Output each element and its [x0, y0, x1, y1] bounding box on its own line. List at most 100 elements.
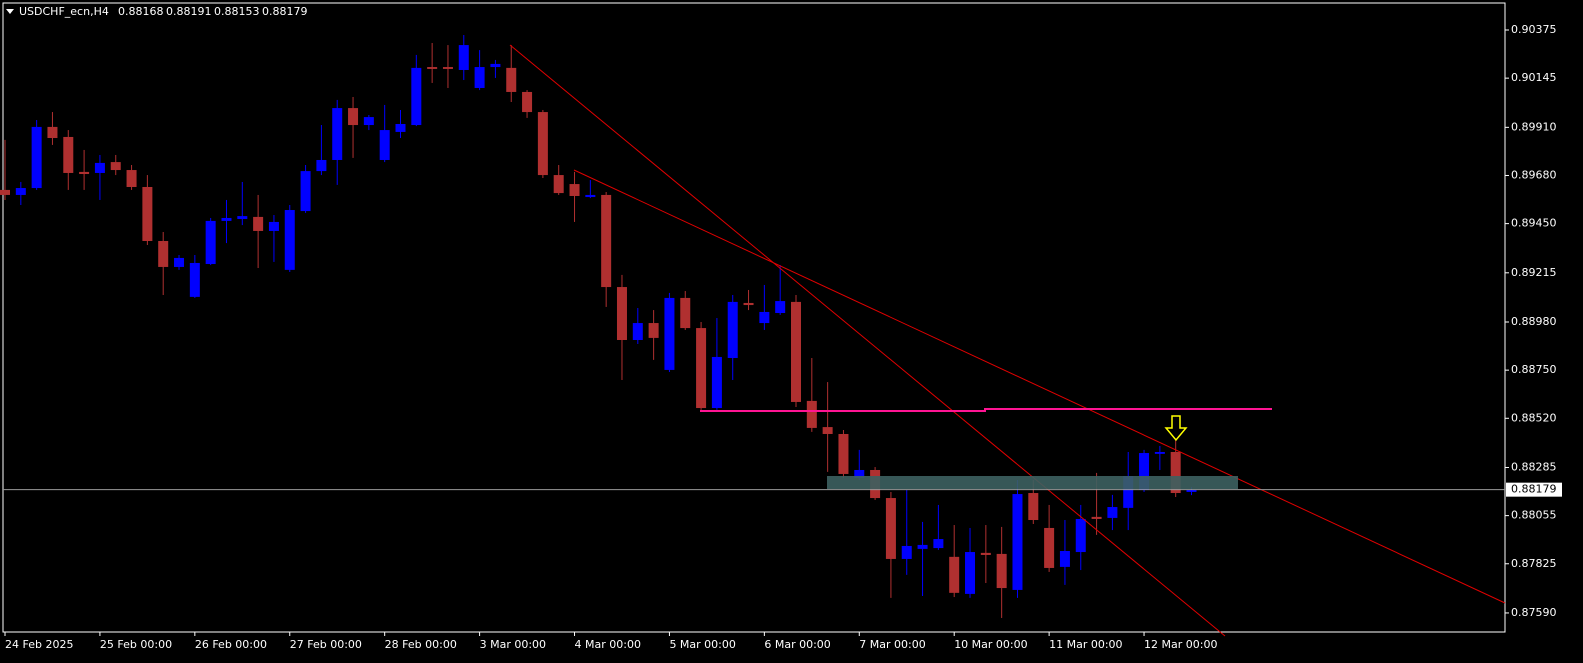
header-close: 0.88179 [262, 5, 308, 18]
candle-body [1170, 451, 1181, 494]
candle-body [316, 159, 327, 172]
y-tick-label: 0.90145 [1511, 71, 1557, 84]
candle-body [237, 216, 248, 220]
candle-body [63, 136, 74, 173]
candle-body [110, 162, 121, 171]
candle-body [47, 126, 58, 139]
candle-body [759, 311, 770, 324]
candle-body [1123, 476, 1134, 508]
menu-arrow[interactable] [6, 9, 14, 14]
candle-body [949, 556, 960, 593]
candle-body [1012, 494, 1023, 590]
candle-body [901, 545, 912, 559]
y-tick-label: 0.90375 [1511, 23, 1557, 36]
candle-body [1154, 451, 1165, 454]
x-tick-label: 26 Feb 00:00 [195, 638, 267, 651]
candle-body [680, 297, 691, 329]
candle-body [1028, 493, 1039, 521]
candle-body [1107, 507, 1118, 518]
candle-body [94, 162, 105, 173]
candle-body [727, 301, 738, 359]
candle-body [31, 126, 42, 189]
candle-body [632, 323, 643, 341]
candle-body [1075, 518, 1086, 553]
symbol-title: USDCHF_ecn,H4 [19, 5, 109, 18]
trend-line [573, 169, 1506, 604]
candle-body [822, 427, 833, 434]
x-tick-label: 10 Mar 00:00 [954, 638, 1027, 651]
candle-body [268, 221, 279, 231]
candle-body [363, 117, 374, 126]
candle-body [205, 220, 216, 265]
candle-body [1186, 489, 1197, 492]
candle-body [569, 184, 580, 196]
candle-body [411, 67, 422, 126]
candle-body [791, 301, 801, 402]
x-tick-label: 3 Mar 00:00 [480, 638, 546, 651]
candle-body [0, 189, 10, 195]
candle-body [79, 171, 90, 175]
x-tick-label: 6 Mar 00:00 [764, 638, 830, 651]
candle-body [15, 188, 26, 195]
x-tick-label: 28 Feb 00:00 [385, 638, 457, 651]
candle-body [885, 498, 896, 559]
y-tick-label: 0.89450 [1511, 217, 1557, 230]
candle-body [996, 553, 1007, 589]
y-tick-label: 0.89910 [1511, 120, 1557, 133]
y-tick-label: 0.88980 [1511, 315, 1557, 328]
x-tick-label: 24 Feb 2025 [5, 638, 73, 651]
candle-body [933, 539, 944, 549]
x-tick-label: 4 Mar 00:00 [575, 638, 641, 651]
candle-body [522, 91, 533, 113]
candle-body [1059, 550, 1070, 567]
candle-body [648, 323, 659, 338]
y-tick-label: 0.88055 [1511, 509, 1557, 522]
candle-body [506, 67, 517, 92]
y-tick-label: 0.88520 [1511, 411, 1557, 424]
candle-body [838, 433, 849, 474]
y-tick-label: 0.87590 [1511, 606, 1557, 619]
candle-body [965, 552, 976, 594]
candle-body [379, 130, 390, 160]
candle-body [1091, 516, 1102, 519]
candle-body [174, 257, 185, 267]
candle-body [126, 170, 137, 187]
x-tick-label: 12 Mar 00:00 [1144, 638, 1217, 651]
candle-body [980, 552, 991, 555]
candle-body [711, 356, 722, 409]
candle-body [1139, 453, 1150, 490]
candle-body [917, 544, 928, 549]
candle-body [537, 112, 548, 176]
signal-arrow [1164, 415, 1188, 442]
resistance-line [700, 408, 1272, 412]
candle-body [253, 216, 264, 231]
y-tick-label: 0.89215 [1511, 266, 1557, 279]
x-tick-label: 27 Feb 00:00 [290, 638, 362, 651]
candles [0, 35, 1197, 618]
candle-body [442, 67, 453, 69]
candle-body [775, 301, 786, 313]
trend-line [509, 44, 1226, 637]
candle-body [743, 302, 754, 306]
candle-body [664, 297, 675, 370]
candle-body [616, 287, 627, 341]
candle-body [348, 108, 359, 126]
y-tick-label: 0.88750 [1511, 363, 1557, 376]
y-tick-label: 0.87825 [1511, 557, 1557, 570]
candle-body [189, 262, 200, 297]
candle-body [854, 469, 865, 478]
header-open: 0.88168 [118, 5, 164, 18]
candle-body [553, 175, 564, 194]
candle-body [490, 63, 501, 68]
candle-body [1044, 527, 1055, 568]
candle-body [806, 400, 817, 428]
candle-body [300, 171, 311, 212]
candle-body [601, 194, 612, 288]
candle-body [585, 194, 596, 198]
x-tick-label: 25 Feb 00:00 [100, 638, 172, 651]
candle-body [332, 108, 343, 160]
y-tick-label: 0.89680 [1511, 168, 1557, 181]
current-price-box [1506, 482, 1562, 497]
